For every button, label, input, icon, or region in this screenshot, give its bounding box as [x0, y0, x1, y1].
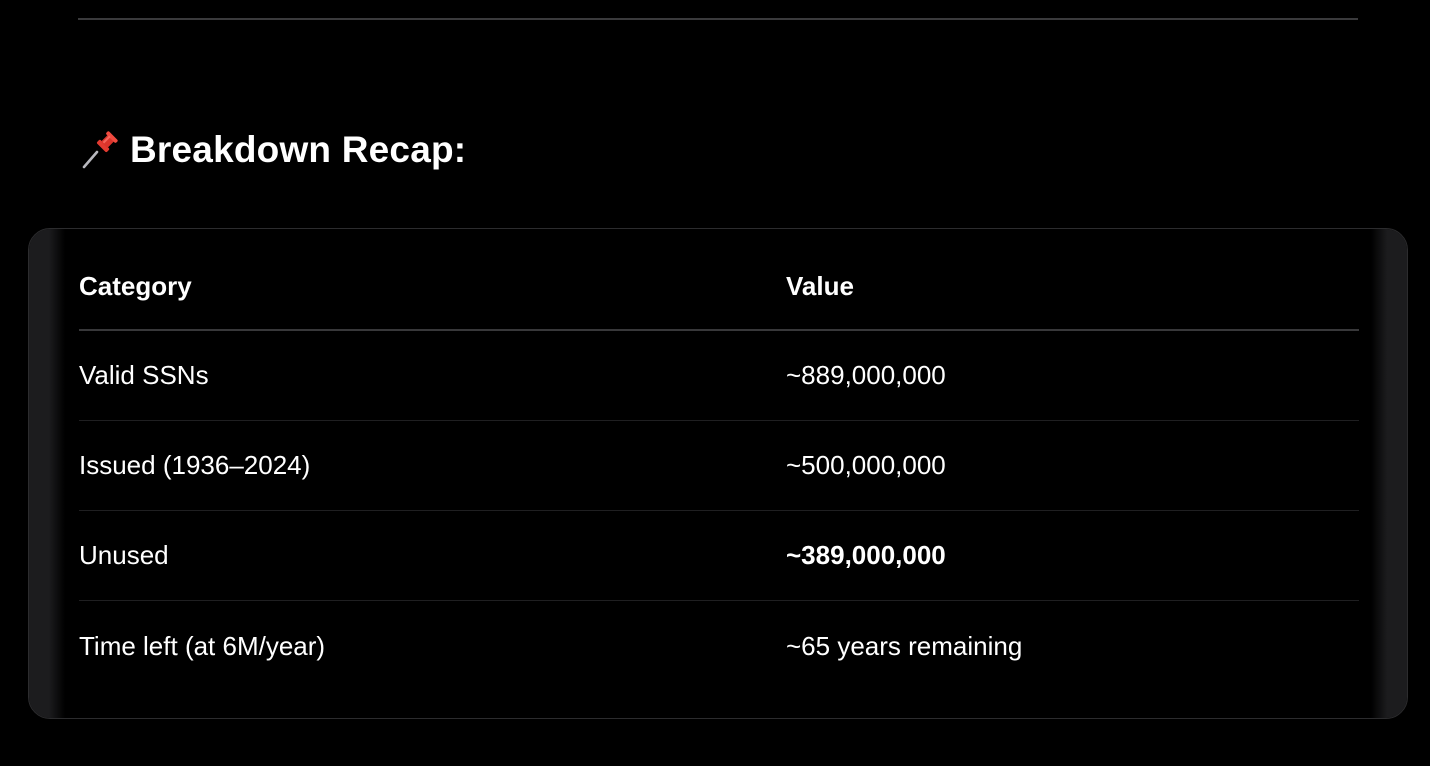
- value-cell: ~500,000,000: [786, 450, 946, 480]
- column-header-value: Value: [786, 270, 854, 301]
- section-heading: Breakdown Recap:: [78, 124, 466, 176]
- category-cell: Unused: [79, 540, 169, 570]
- scroll-edge-right: [1371, 229, 1407, 718]
- table-body: Category Value Valid SSNs ~889,000,000 I…: [79, 243, 1359, 691]
- table-row: Valid SSNs ~889,000,000: [79, 331, 1359, 421]
- table-header-row: Category Value: [79, 243, 1359, 331]
- value-cell: ~889,000,000: [786, 360, 946, 390]
- category-cell: Time left (at 6M/year): [79, 630, 326, 661]
- table-row: Issued (1936–2024) ~500,000,000: [79, 421, 1359, 511]
- recap-table[interactable]: Category Value Valid SSNs ~889,000,000 I…: [28, 228, 1408, 719]
- category-cell: Valid SSNs: [79, 360, 209, 390]
- value-cell: ~65 years remaining: [786, 630, 1023, 661]
- pushpin-icon: [78, 129, 120, 171]
- value-cell-emphasized: ~389,000,000: [786, 540, 946, 570]
- section-heading-text: Breakdown Recap:: [130, 129, 467, 170]
- column-header-category: Category: [79, 270, 192, 301]
- scroll-edge-left: [29, 229, 65, 718]
- table-row: Unused ~389,000,000: [79, 511, 1359, 601]
- category-cell: Issued (1936–2024): [79, 450, 311, 480]
- table-row: Time left (at 6M/year) ~65 years remaini…: [79, 601, 1359, 691]
- horizontal-divider: [78, 18, 1358, 20]
